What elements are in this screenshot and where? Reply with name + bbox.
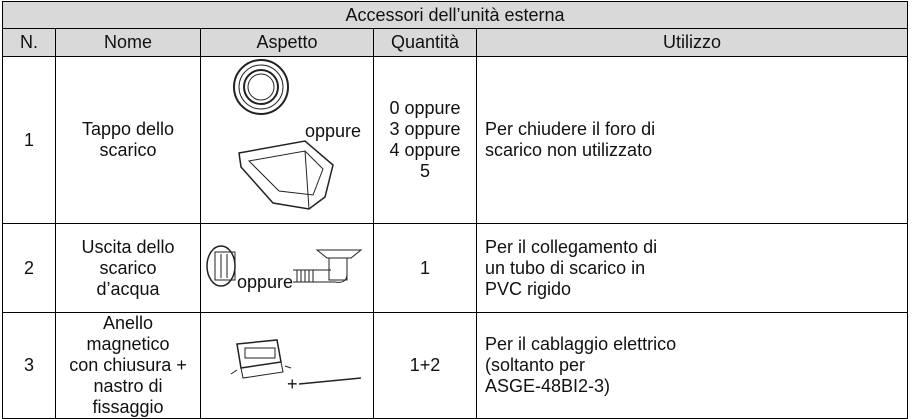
magnetic-ring-icons: [230, 338, 362, 385]
name-cell: Anello magnetico con chiusura + nastro di …: [55, 312, 201, 419]
name-cell: Tappo dello scarico: [55, 56, 201, 224]
text-line: Per il cablaggio elettrico: [485, 334, 677, 354]
header-cell: Quantità: [373, 28, 477, 57]
aspect-text: oppure: [305, 121, 362, 141]
header-cell: N.: [2, 28, 56, 57]
table-title: Accessori dell’unità esterna: [2, 1, 908, 29]
text-line: Uscita dello scarico: [81, 236, 175, 278]
text-line: (soltanto per: [485, 355, 586, 375]
text-line: un tubo di scarico in: [485, 257, 646, 278]
text-line: Per chiudere il foro di: [485, 119, 656, 139]
aspect-cell: oppure: [200, 56, 374, 224]
text-line: 1: [419, 257, 430, 278]
number-cell: 1: [2, 56, 56, 224]
use-cell: Per chiudere il foro di scarico non utili…: [476, 56, 908, 224]
use-cell: Per il cablaggio elettrico (soltanto per A…: [476, 312, 908, 419]
text-line: con chiusura +: [69, 355, 187, 375]
name-cell: Uscita dello scarico d’acqua: [55, 223, 201, 313]
header-cell: Aspetto: [200, 28, 374, 57]
text-line: 4 oppure: [389, 140, 461, 160]
text-line: 3 oppure: [389, 119, 461, 139]
text-line: Anello magnetico: [86, 313, 170, 354]
quantity-cell: 1+2: [373, 312, 477, 419]
header-cell: Utilizzo: [476, 28, 908, 57]
aspect-text: oppure: [237, 272, 294, 292]
number-cell: 3: [2, 312, 56, 419]
row: 1 Tappo dello scarico oppure 0 oppure 3 o…: [2, 56, 908, 224]
use-cell: Per il collegamento di un tubo di scarico…: [476, 223, 908, 313]
quantity-cell: 0 oppure 3 oppure 4 oppure 5: [373, 56, 477, 224]
text-line: Per il collegamento di: [485, 236, 658, 257]
text-line: scarico non utilizzato: [485, 140, 653, 160]
drain-outlet-icons: [206, 245, 363, 287]
quantity-cell: 1: [373, 223, 477, 313]
text-line: Tappo dello scarico: [81, 119, 175, 160]
aspect-cell: +: [200, 312, 374, 419]
text-line: d’acqua: [96, 278, 160, 299]
title-row: Accessori dell’unità esterna: [2, 1, 908, 29]
number-cell: 2: [2, 223, 56, 313]
header-row: N. Nome Aspetto Quantità Utilizzo: [2, 28, 908, 57]
text-line: ASGE-48BI2-3): [485, 376, 611, 396]
aspect-cell: oppure: [200, 223, 374, 313]
header-cell: Nome: [55, 28, 201, 57]
row: 2 Uscita dello scarico d’acqua oppure 1 P…: [2, 223, 908, 313]
text-line: 0 oppure: [389, 98, 461, 118]
drain-cap-icons: [233, 59, 334, 210]
text-line: nastro di fissaggio: [92, 376, 164, 417]
row: 3 Anello magnetico con chiusura + nastro d…: [2, 312, 908, 419]
aspect-text: +: [287, 373, 298, 394]
text-line: PVC rigido: [485, 278, 572, 299]
text-line: 1+2: [409, 355, 441, 375]
text-line: 5: [419, 161, 430, 181]
